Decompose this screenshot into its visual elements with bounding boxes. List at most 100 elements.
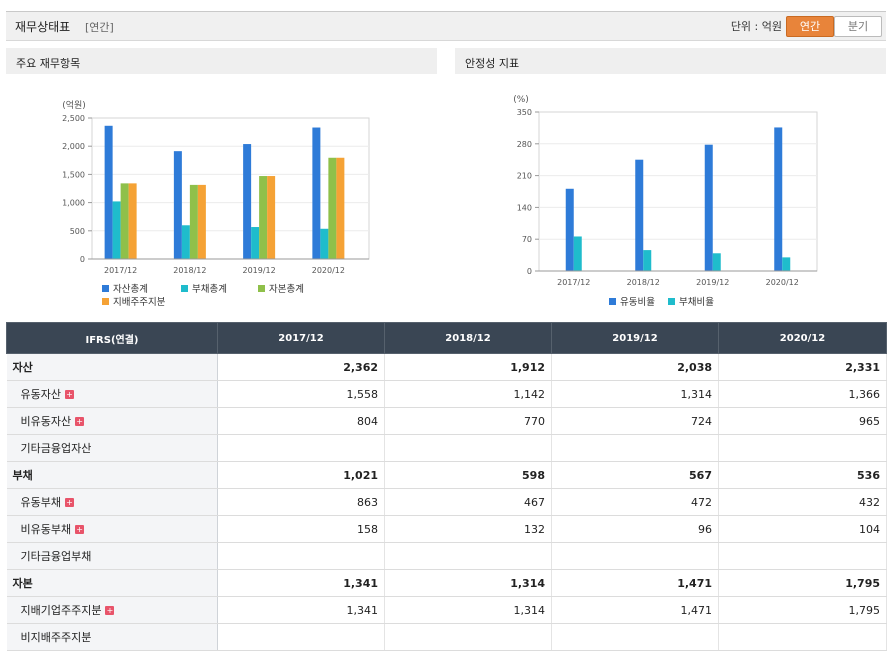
legend-label: 부채총계 — [192, 283, 227, 295]
value-cell: 1,314 — [551, 380, 719, 408]
row-label-cell: 유동부채 + — [6, 488, 218, 516]
y-tick-label: 500 — [70, 227, 85, 236]
value-cell — [217, 623, 385, 651]
row-label-cell: 부채 — [6, 461, 218, 489]
row-label: 자산 — [12, 361, 33, 374]
balance-sheet-table: IFRS(연결) 2017/12 2018/12 2019/12 2020/12… — [6, 322, 887, 651]
bar — [643, 250, 652, 271]
bar — [112, 201, 121, 259]
tab-annual[interactable]: 연간 — [786, 16, 834, 37]
table-row: 비지배주주지분 — [6, 623, 887, 651]
expand-icon[interactable]: + — [64, 390, 74, 399]
row-label: 부채 — [12, 469, 33, 482]
column-header: 2019/12 — [551, 322, 719, 354]
row-label: 지배기업주주지분 — [20, 604, 102, 617]
bar — [336, 157, 345, 259]
value-cell: 2,331 — [718, 353, 887, 381]
legend-label: 지배주주지분 — [113, 297, 166, 308]
value-cell — [551, 542, 719, 570]
plot-area — [538, 111, 818, 272]
table-row: 비유동부채 +158 132 96 104 — [6, 515, 887, 543]
expand-icon[interactable]: + — [75, 525, 85, 534]
value-cell: 804 — [217, 407, 385, 435]
value-cell: 598 — [384, 461, 552, 489]
tab-quarter[interactable]: 분기 — [834, 16, 882, 37]
value-cell — [551, 434, 719, 462]
expand-icon[interactable]: + — [75, 417, 85, 426]
expand-icon[interactable]: + — [64, 498, 74, 507]
value-cell: 1,795 — [718, 569, 887, 597]
table-row: 유동자산 +1,558 1,142 1,314 1,366 — [6, 380, 887, 408]
y-tick-label: 1,500 — [62, 170, 85, 179]
section-title: 재무상태표 — [15, 20, 71, 34]
legend-swatch — [668, 298, 675, 305]
x-tick-label: 2018/12 — [173, 266, 206, 275]
value-cell: 1,471 — [551, 596, 719, 624]
bar — [197, 184, 206, 259]
value-cell: 158 — [217, 515, 385, 543]
bar — [774, 127, 783, 271]
row-label-cell: 자산 — [6, 353, 218, 381]
row-label: 비유동자산 — [20, 415, 72, 428]
bar — [189, 184, 198, 259]
row-label: 비지배주주지분 — [20, 631, 92, 644]
legend-label: 부채비율 — [679, 297, 714, 308]
column-header: 2018/12 — [384, 322, 552, 354]
value-cell: 1,341 — [217, 596, 385, 624]
bar — [573, 236, 582, 271]
table-row: 자본 1,341 1,314 1,471 1,795 — [6, 569, 887, 597]
row-label: 유동자산 — [20, 388, 61, 401]
expand-icon[interactable]: + — [105, 606, 115, 615]
value-cell: 2,038 — [551, 353, 719, 381]
table-corner-header: IFRS(연결) — [6, 322, 218, 354]
value-cell: 2,362 — [217, 353, 385, 381]
bar — [712, 253, 721, 271]
y-tick-label: 0 — [80, 255, 85, 264]
table-row: 유동부채 +863 467 472 432 — [6, 488, 887, 516]
legend-swatch — [102, 285, 109, 292]
value-cell: 96 — [551, 515, 719, 543]
bar — [259, 176, 268, 259]
bar — [704, 144, 713, 271]
row-label: 기타금융업부채 — [20, 550, 92, 563]
row-label-cell: 자본 — [6, 569, 218, 597]
value-cell: 1,795 — [718, 596, 887, 624]
value-cell: 1,314 — [384, 596, 552, 624]
value-cell: 863 — [217, 488, 385, 516]
y-axis-label: (%) — [513, 95, 529, 105]
value-cell — [551, 623, 719, 651]
value-cell: 536 — [718, 461, 887, 489]
bar — [104, 125, 113, 259]
value-cell: 1,341 — [217, 569, 385, 597]
row-label: 기타금융업자산 — [20, 442, 92, 455]
value-cell: 432 — [718, 488, 887, 516]
x-tick-label: 2020/12 — [312, 266, 345, 275]
value-cell — [384, 542, 552, 570]
value-cell: 1,314 — [384, 569, 552, 597]
table-row: 기타금융업부채 — [6, 542, 887, 570]
left-panel-header: 주요 재무항목 — [6, 48, 437, 74]
legend-swatch — [181, 285, 188, 292]
value-cell: 724 — [551, 407, 719, 435]
value-cell: 567 — [551, 461, 719, 489]
table-row: 기타금융업자산 — [6, 434, 887, 462]
right-panel-title: 안정성 지표 — [465, 57, 520, 70]
y-tick-label: 1,000 — [62, 199, 85, 208]
table-row: 자산 2,362 1,912 2,038 2,331 — [6, 353, 887, 381]
bar — [243, 144, 252, 259]
value-cell: 132 — [384, 515, 552, 543]
column-header: 2017/12 — [217, 322, 385, 354]
value-cell: 1,558 — [217, 380, 385, 408]
bar — [328, 157, 337, 259]
value-cell: 1,471 — [551, 569, 719, 597]
section-header: 재무상태표 [연간] 단위 : 억원 연간 분기 — [6, 11, 886, 41]
value-cell: 104 — [718, 515, 887, 543]
value-cell: 1,366 — [718, 380, 887, 408]
legend-swatch — [258, 285, 265, 292]
bar — [312, 127, 321, 259]
row-label-cell: 비유동부채 + — [6, 515, 218, 543]
y-tick-label: 2,000 — [62, 142, 85, 151]
row-label-cell: 기타금융업자산 — [6, 434, 218, 462]
y-tick-label: 210 — [517, 172, 532, 181]
row-label: 비유동부채 — [20, 523, 72, 536]
